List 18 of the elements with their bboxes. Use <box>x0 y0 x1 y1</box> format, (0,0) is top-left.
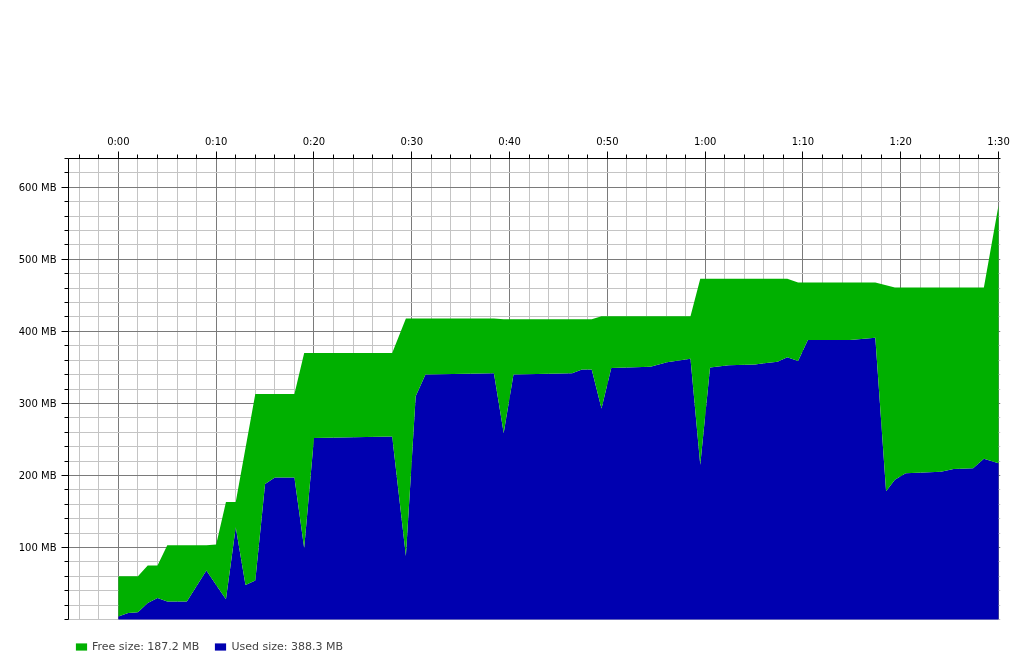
x-tick-label: 1:20 <box>889 135 912 147</box>
y-tick-label: 400 MB <box>18 325 57 337</box>
legend-label: Used size: 388.3 MB <box>231 639 343 653</box>
x-tick-label: 0:30 <box>400 135 424 147</box>
y-tick-label: 300 MB <box>18 397 57 409</box>
y-tick-label: 600 MB <box>18 181 57 193</box>
x-tick-label: 0:40 <box>498 135 521 147</box>
x-tick-label: 0:10 <box>204 135 228 147</box>
x-tick-label: 1:00 <box>693 135 717 147</box>
legend-label: Free size: 187.2 MB <box>92 639 200 653</box>
x-tick-label: 1:10 <box>791 135 815 147</box>
x-tick-label: 0:20 <box>302 135 326 147</box>
y-tick-label: 200 MB <box>18 469 57 481</box>
x-tick-label: 0:50 <box>596 135 619 147</box>
x-tick-label: 0:00 <box>107 135 130 147</box>
y-tick-label: 500 MB <box>18 253 57 265</box>
x-tick-label: 1:30 <box>987 135 1010 147</box>
y-tick-label: 100 MB <box>18 541 57 553</box>
